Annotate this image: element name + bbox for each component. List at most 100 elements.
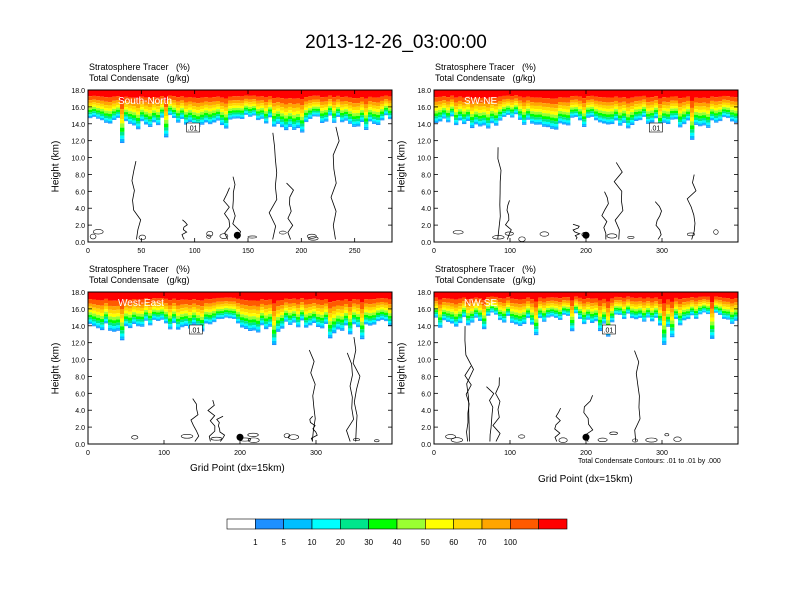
tracer-column [132, 112, 137, 116]
tracer-column [606, 316, 611, 321]
tracer-column [566, 97, 571, 103]
tracer-column [566, 315, 571, 316]
tracer-column [380, 106, 385, 110]
tracer-column [296, 126, 301, 129]
tracer-column [638, 301, 643, 304]
tracer-column [372, 122, 377, 124]
tracer-column [296, 292, 301, 300]
tracer-column [498, 316, 503, 318]
tracer-column [550, 103, 555, 108]
tracer-column [104, 311, 109, 315]
tracer-column [722, 316, 727, 319]
tracer-column [176, 105, 181, 108]
tracer-column [618, 90, 623, 98]
tracer-column [96, 112, 101, 115]
tracer-column [268, 307, 273, 312]
tracer-column [212, 97, 217, 102]
tracer-column [128, 327, 133, 329]
tracer-column [594, 111, 599, 114]
tracer-column [454, 120, 459, 123]
tracer-column [96, 110, 101, 113]
colorbar-swatch [368, 518, 398, 530]
tracer-column [112, 317, 117, 321]
tracer-column [466, 96, 471, 102]
tracer-column [308, 96, 313, 101]
tracer-column [502, 90, 507, 96]
tracer-column [152, 90, 157, 98]
tracer-column [300, 90, 305, 100]
tracer-column [128, 116, 133, 120]
y-tick-label: 6.0 [75, 391, 85, 398]
tracer-column [176, 115, 181, 119]
tracer-column [244, 321, 249, 324]
tracer-column [368, 117, 373, 119]
tracer-column [208, 119, 213, 122]
tracer-column [622, 316, 627, 319]
tracer-column [618, 308, 623, 311]
tracer-column [232, 105, 237, 108]
tracer-column [602, 321, 607, 323]
tracer-column [626, 125, 631, 128]
tracer-column [594, 103, 599, 107]
tracer-column [526, 118, 531, 120]
tracer-column [710, 313, 715, 318]
tracer-column [260, 100, 265, 104]
tracer-column [272, 329, 277, 334]
tracer-column [458, 298, 463, 304]
tracer-column [164, 311, 169, 315]
tracer-column [498, 319, 503, 321]
contour-label-box [649, 122, 663, 133]
tracer-column [88, 96, 93, 101]
tracer-column [702, 299, 707, 302]
tracer-column [454, 97, 459, 103]
tracer-column [598, 117, 603, 120]
tracer-column [610, 321, 615, 323]
condensate-contour [486, 386, 495, 442]
tracer-column [184, 97, 189, 103]
tracer-column [490, 90, 495, 98]
tracer-column [694, 123, 699, 125]
tracer-column [650, 298, 655, 303]
tracer-column [574, 90, 579, 96]
tracer-column [156, 305, 161, 308]
condensate-contour [330, 126, 340, 240]
tracer-column [510, 113, 515, 116]
tracer-column [336, 324, 341, 327]
tracer-column [252, 103, 257, 107]
tracer-column [280, 113, 285, 117]
tracer-column [514, 303, 519, 307]
tracer-column [236, 107, 241, 111]
tracer-column [192, 306, 197, 310]
tracer-column [312, 110, 317, 113]
tracer-column [506, 109, 511, 112]
tracer-column [610, 311, 615, 314]
tracer-column [260, 112, 265, 115]
tracer-column [104, 316, 109, 319]
tracer-column [490, 310, 495, 312]
tracer-column [376, 317, 381, 319]
tracer-column [622, 318, 627, 320]
tracer-column [726, 105, 731, 108]
tracer-column [442, 114, 447, 117]
tracer-column [470, 303, 475, 307]
tracer-column [606, 292, 611, 302]
tracer-column [618, 112, 623, 116]
y-tick-label: 12.0 [417, 139, 431, 146]
tracer-column [312, 309, 317, 312]
tracer-column [454, 321, 459, 324]
tracer-column [670, 96, 675, 101]
tracer-column [380, 111, 385, 114]
tracer-column [368, 318, 373, 321]
tracer-column [220, 292, 225, 298]
tracer-column [368, 101, 373, 105]
tracer-column [116, 100, 121, 103]
tracer-column [224, 103, 229, 108]
tracer-column [96, 103, 101, 106]
tracer-column [594, 90, 599, 97]
tracer-column [518, 108, 523, 112]
tracer-column [280, 325, 285, 328]
tracer-column [324, 303, 329, 307]
tracer-column [384, 298, 389, 303]
tracer-column [686, 104, 691, 107]
colorbar-label: 70 [478, 538, 487, 547]
